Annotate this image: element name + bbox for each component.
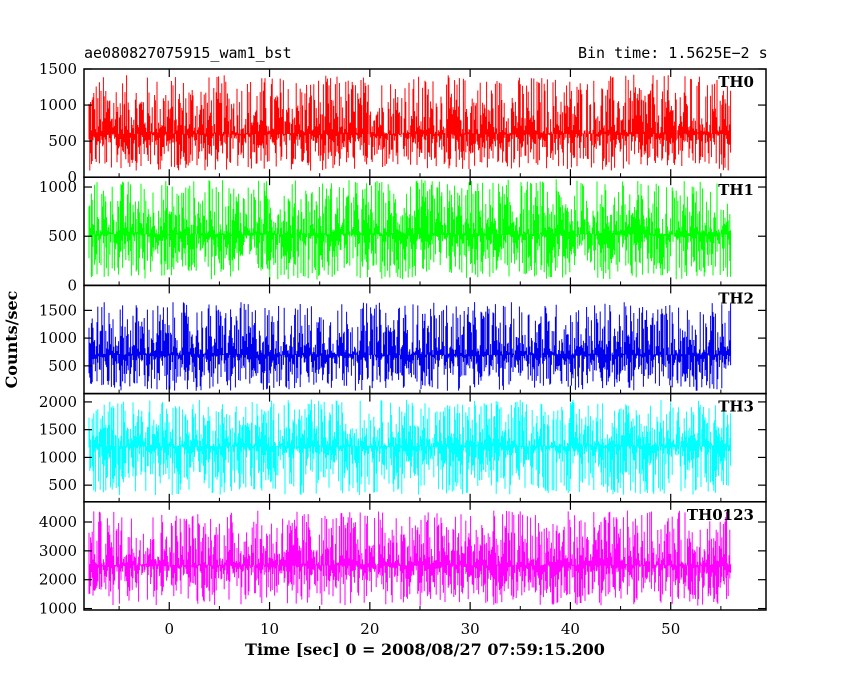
panel-label-th3: TH3 [718,398,754,416]
chart-title-left: ae080827075915_wam1_bst [84,44,292,62]
xtick-label: 0 [164,620,174,638]
panel-label-th2: TH2 [718,289,754,307]
panel-label-th1: TH1 [718,181,754,199]
ytick-label: 4000 [39,513,77,531]
ytick-label: 1000 [39,329,77,347]
panel-label-th0: TH0 [718,73,754,91]
xtick-label: 30 [461,620,480,638]
series-th0123 [88,510,732,606]
series-th2 [88,302,732,391]
ytick-label: 1000 [39,600,77,618]
ytick-label: 0 [67,276,77,294]
xtick-label: 40 [561,620,580,638]
ytick-label: 0 [67,168,77,186]
series-th0 [88,74,732,171]
ytick-label: 1500 [39,421,77,439]
x-axis-label: Time [sec] 0 = 2008/08/27 07:59:15.200 [245,640,605,659]
ytick-label: 500 [48,132,77,150]
ytick-label: 2000 [39,393,77,411]
ytick-label: 1500 [39,60,77,78]
ytick-label: 3000 [39,542,77,560]
xtick-label: 10 [260,620,279,638]
y-axis-label: Counts/sec [2,290,21,388]
ytick-label: 500 [48,227,77,245]
panel-label-th0123: TH0123 [687,506,754,524]
series-th3 [88,399,732,496]
ytick-label: 500 [48,476,77,494]
xtick-label: 50 [661,620,680,638]
ytick-label: 2000 [39,571,77,589]
series-th1 [88,179,732,280]
ytick-label: 1500 [39,301,77,319]
ytick-label: 500 [48,357,77,375]
ytick-label: 1000 [39,96,77,114]
chart-title-right: Bin time: 1.5625E−2 s [578,44,768,62]
xtick-label: 20 [360,620,379,638]
panel-frame-th0123 [83,501,767,611]
ytick-label: 1000 [39,448,77,466]
ytick-label: 1000 [39,178,77,196]
